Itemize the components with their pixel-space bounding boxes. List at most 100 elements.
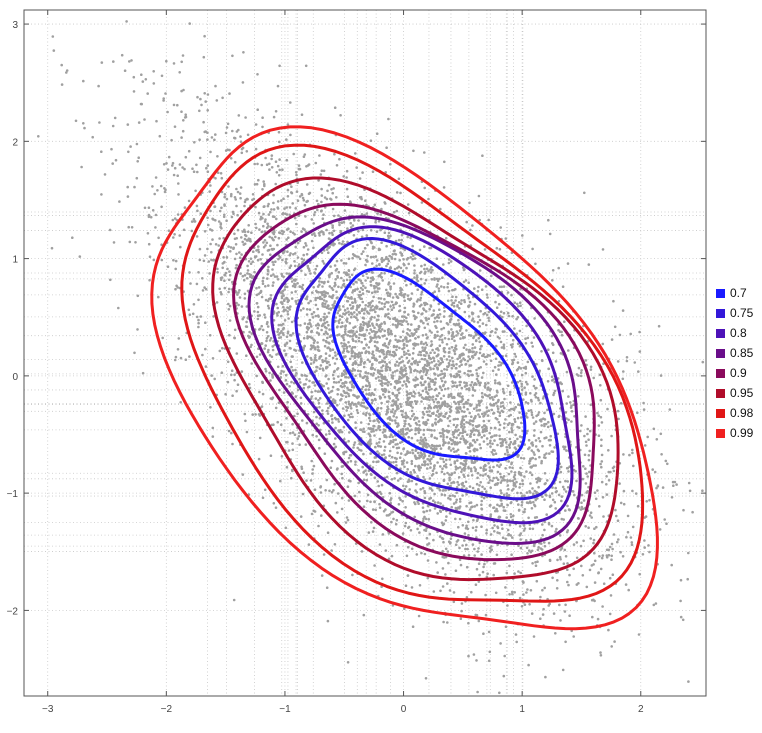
scatter-point (553, 389, 557, 393)
scatter-point (471, 343, 475, 346)
scatter-point (493, 434, 496, 437)
scatter-point (324, 489, 327, 492)
scatter-point (192, 217, 196, 221)
scatter-point (276, 200, 280, 203)
scatter-point (511, 479, 515, 483)
scatter-point (267, 306, 271, 310)
scatter-point (291, 369, 295, 372)
scatter-point (510, 470, 513, 473)
scatter-point (320, 328, 323, 332)
scatter-point (364, 263, 367, 267)
scatter-point (418, 584, 422, 587)
scatter-point (399, 441, 402, 445)
scatter-point (449, 260, 453, 263)
scatter-point (494, 327, 498, 331)
scatter-point (331, 356, 335, 360)
scatter-point (592, 538, 596, 542)
scatter-point (305, 374, 308, 378)
scatter-point (564, 490, 568, 493)
scatter-point (496, 407, 500, 411)
scatter-point (383, 356, 387, 359)
scatter-point (419, 381, 423, 385)
scatter-point (352, 443, 356, 447)
scatter-point (538, 455, 541, 459)
scatter-point (558, 480, 562, 484)
scatter-point (542, 607, 545, 611)
scatter-point (429, 380, 433, 383)
scatter-point (520, 504, 523, 507)
scatter-point (295, 222, 298, 226)
scatter-point (479, 481, 483, 484)
scatter-point (250, 343, 253, 347)
scatter-point (272, 502, 276, 505)
scatter-point (463, 469, 466, 472)
scatter-point (376, 480, 380, 483)
scatter-point (383, 395, 387, 399)
scatter-point (262, 245, 266, 249)
scatter-point (420, 319, 423, 323)
scatter-point (436, 512, 440, 515)
scatter-point (616, 519, 620, 522)
scatter-point (261, 116, 264, 119)
scatter-point (321, 285, 324, 288)
scatter-point (419, 277, 423, 281)
scatter-point (517, 444, 520, 448)
scatter-point (370, 315, 374, 319)
scatter-point (446, 482, 450, 486)
scatter-point (360, 443, 363, 446)
scatter-point (264, 344, 268, 347)
scatter-point (430, 278, 434, 281)
scatter-point (572, 635, 575, 638)
scatter-point (462, 554, 466, 557)
scatter-point (82, 79, 85, 83)
scatter-point (354, 360, 357, 363)
scatter-point (424, 420, 428, 424)
scatter-point (330, 334, 333, 337)
scatter-point (389, 433, 393, 437)
scatter-point (257, 211, 261, 215)
scatter-point (316, 208, 319, 212)
scatter-point (360, 401, 364, 405)
scatter-point (365, 203, 368, 207)
scatter-point (354, 460, 357, 464)
scatter-point (420, 201, 424, 204)
scatter-point (387, 236, 391, 240)
scatter-point (362, 323, 365, 327)
scatter-point (472, 350, 476, 354)
scatter-point (431, 268, 434, 272)
scatter-point (109, 278, 112, 282)
scatter-point (180, 136, 183, 139)
scatter-point (589, 537, 592, 540)
scatter-point (458, 441, 462, 444)
scatter-point (567, 395, 570, 398)
scatter-point (494, 401, 498, 405)
scatter-point (421, 416, 425, 419)
scatter-point (436, 410, 439, 414)
scatter-point (465, 596, 469, 599)
scatter-point (462, 466, 466, 470)
scatter-point (436, 279, 440, 283)
scatter-point (448, 473, 451, 476)
scatter-point (309, 299, 312, 303)
scatter-point (443, 400, 447, 403)
scatter-point (426, 576, 430, 580)
scatter-point (342, 355, 346, 358)
scatter-point (510, 553, 513, 556)
scatter-point (381, 334, 385, 338)
scatter-point (388, 339, 392, 343)
scatter-point (534, 392, 538, 395)
scatter-point (349, 221, 353, 225)
scatter-point (405, 431, 409, 435)
scatter-point (262, 212, 265, 216)
scatter-point (526, 402, 530, 405)
scatter-point (275, 171, 279, 174)
scatter-point (480, 525, 483, 528)
scatter-point (599, 654, 603, 657)
scatter-point (596, 489, 599, 492)
scatter-point (610, 645, 613, 648)
scatter-point (247, 260, 251, 263)
scatter-point (339, 378, 343, 382)
scatter-point (477, 413, 480, 416)
scatter-point (470, 590, 473, 594)
scatter-point (615, 514, 618, 518)
